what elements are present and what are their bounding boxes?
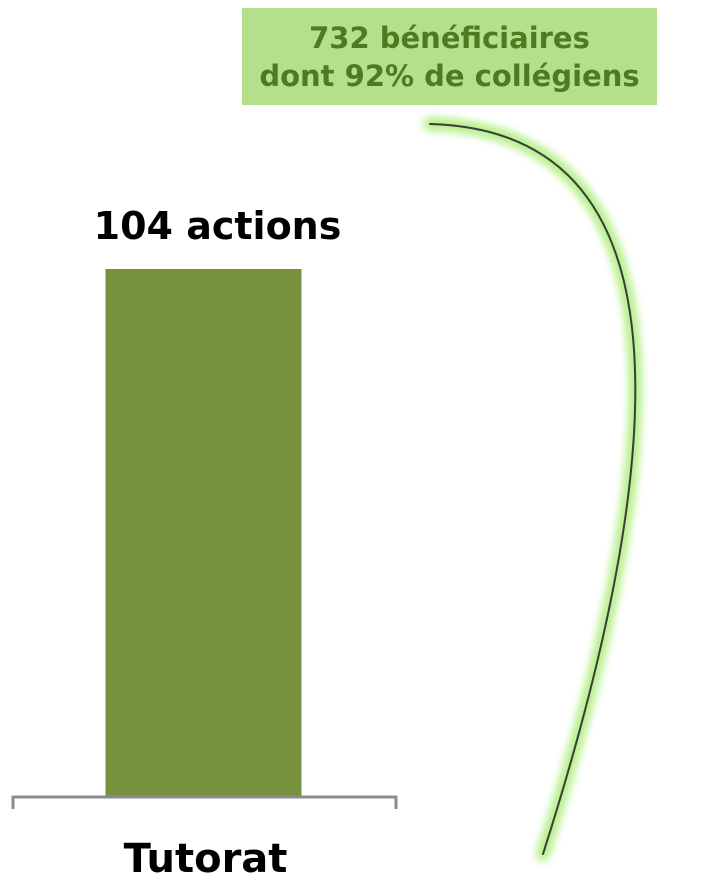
bracket-arc [423,117,643,861]
callout-line-beneficiaries: 732 bénéficiaires [309,20,590,55]
x-tick-label: Tutorat [124,836,288,878]
bracket-arc-glow [423,117,643,861]
x-axis: Tutorat [11,795,398,878]
bar-data-label: 104 actions [94,204,342,248]
beneficiaries-callout: 732 bénéficiaires dont 92% de collégiens [242,8,657,105]
callout-line-college-students: dont 92% de collégiens [259,58,640,93]
bar-tutorat [105,269,302,797]
bar-series: 104 actions [94,204,342,797]
x-axis-line [11,795,398,809]
bracket-arc-line [429,123,637,855]
